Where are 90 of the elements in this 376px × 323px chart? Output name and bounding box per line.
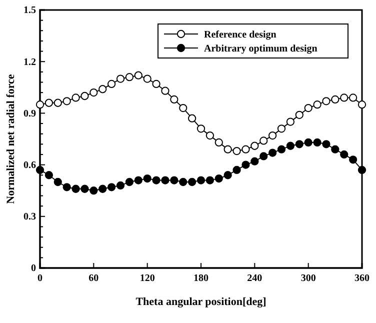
point [224, 145, 232, 154]
point [179, 104, 188, 112]
point [331, 145, 340, 154]
point [179, 178, 188, 186]
point [170, 176, 178, 184]
y-tick-label: 0 [31, 263, 36, 274]
x-tick-label: 180 [194, 273, 208, 284]
y-tick-label: 1.5 [24, 5, 36, 16]
point [44, 171, 54, 180]
point [322, 97, 330, 106]
legend-label: Arbitrary optimum design [204, 44, 318, 54]
point [72, 184, 80, 193]
point [90, 186, 98, 195]
point [80, 184, 89, 193]
point [90, 88, 98, 97]
point [72, 94, 80, 102]
point [286, 142, 295, 150]
point [277, 124, 286, 133]
point [242, 145, 250, 154]
point [322, 140, 330, 148]
point [268, 148, 277, 157]
point [340, 150, 348, 159]
point [170, 95, 178, 104]
point [277, 145, 286, 154]
x-axis-title: Theta angular position[deg] [136, 296, 266, 308]
point [125, 73, 134, 82]
point [348, 156, 358, 164]
point [268, 132, 277, 140]
point [214, 174, 223, 183]
point [143, 174, 152, 183]
x-tick-label: 240 [247, 273, 262, 284]
point [54, 98, 62, 107]
point [250, 142, 259, 150]
point [125, 178, 134, 186]
point [260, 136, 268, 145]
y-tick-label: 0.3 [24, 212, 36, 223]
point [196, 176, 206, 184]
point [98, 85, 107, 94]
point [107, 80, 116, 88]
point [36, 166, 44, 174]
point [250, 157, 259, 166]
point [295, 110, 304, 119]
point [196, 124, 206, 133]
point [313, 138, 322, 146]
point [80, 92, 89, 100]
point [134, 71, 142, 80]
point [304, 104, 312, 112]
point [134, 176, 142, 184]
point [313, 100, 322, 109]
point [161, 176, 170, 184]
point [295, 140, 304, 148]
point [161, 86, 170, 95]
x-tick-label: 60 [88, 273, 99, 284]
point [116, 181, 125, 190]
y-tick-label: 0.9 [24, 108, 36, 120]
point [348, 94, 358, 102]
point [54, 178, 62, 186]
point [224, 171, 232, 180]
x-tick-label: 360 [354, 273, 370, 284]
point [214, 138, 223, 146]
point [62, 97, 71, 106]
point [62, 183, 71, 192]
point [116, 74, 125, 83]
point [304, 138, 312, 146]
point [232, 166, 241, 174]
point [36, 100, 44, 109]
y-tick-label: 0.6 [24, 160, 36, 171]
point [188, 114, 196, 122]
point [331, 95, 340, 104]
point [188, 178, 196, 186]
legend-label: Reference design [204, 30, 277, 40]
point [152, 80, 160, 88]
point [206, 132, 214, 140]
point [340, 94, 348, 102]
point [260, 152, 268, 160]
point [206, 176, 214, 184]
point [358, 100, 366, 109]
y-axis-title: Normalized net radial force [4, 74, 17, 204]
point [98, 184, 107, 193]
point [44, 98, 54, 107]
point [152, 176, 160, 184]
x-tick-label: 300 [300, 273, 316, 284]
x-tick-label: 120 [140, 273, 155, 284]
point [232, 146, 241, 156]
point [107, 183, 116, 192]
y-tick-label: 1.2 [24, 56, 36, 68]
point [286, 118, 295, 126]
point [358, 166, 366, 174]
point [242, 160, 250, 169]
point [143, 74, 152, 83]
